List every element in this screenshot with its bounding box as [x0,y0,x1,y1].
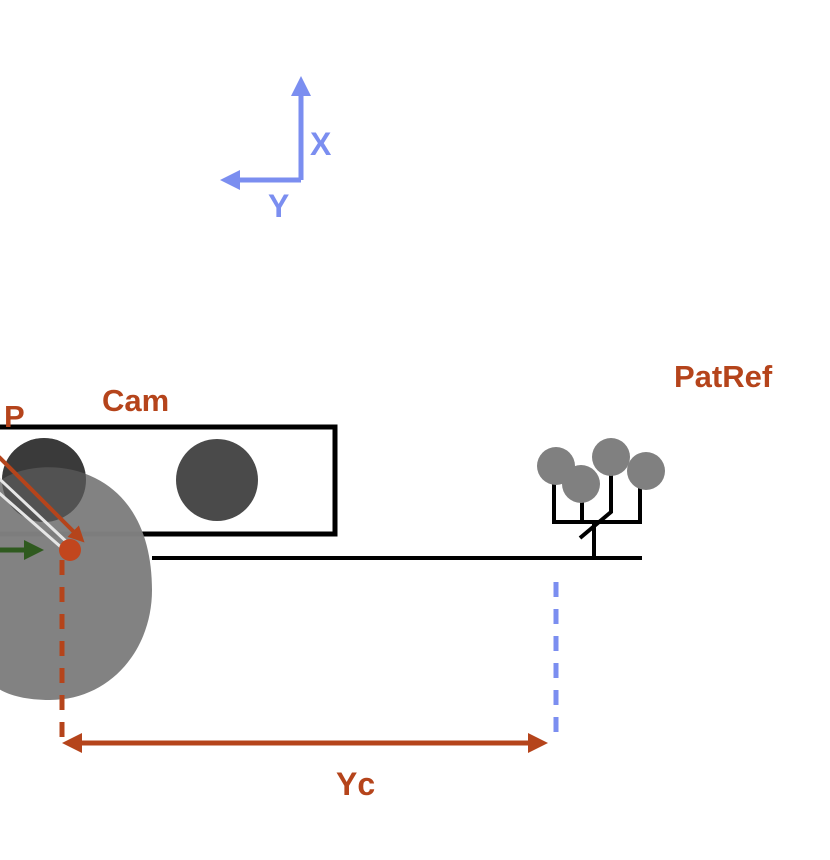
point-label: P [4,399,25,434]
x-axis-label: X [310,126,332,162]
sight-rays [0,455,85,550]
marker-frame [552,474,642,560]
camera-label: Cam [102,383,169,418]
camera-lens-left-overlap [2,438,86,522]
yc-label: Yc [336,766,375,802]
point-p-dot [59,539,81,561]
coordinate-axes: X Y [220,76,332,224]
ray-red [0,455,85,543]
y-axis-label: Y [268,188,289,224]
marker-sphere-4 [562,465,600,503]
marker-sphere-3 [627,452,665,490]
patref-label: PatRef [674,359,773,394]
patient-reference-marker: PatRef [537,359,773,560]
ray-white-1 [0,477,72,547]
ray-white-2 [0,491,63,550]
camera-lens-right [176,439,258,521]
marker-sphere-2 [592,438,630,476]
camera-frame [0,424,338,537]
